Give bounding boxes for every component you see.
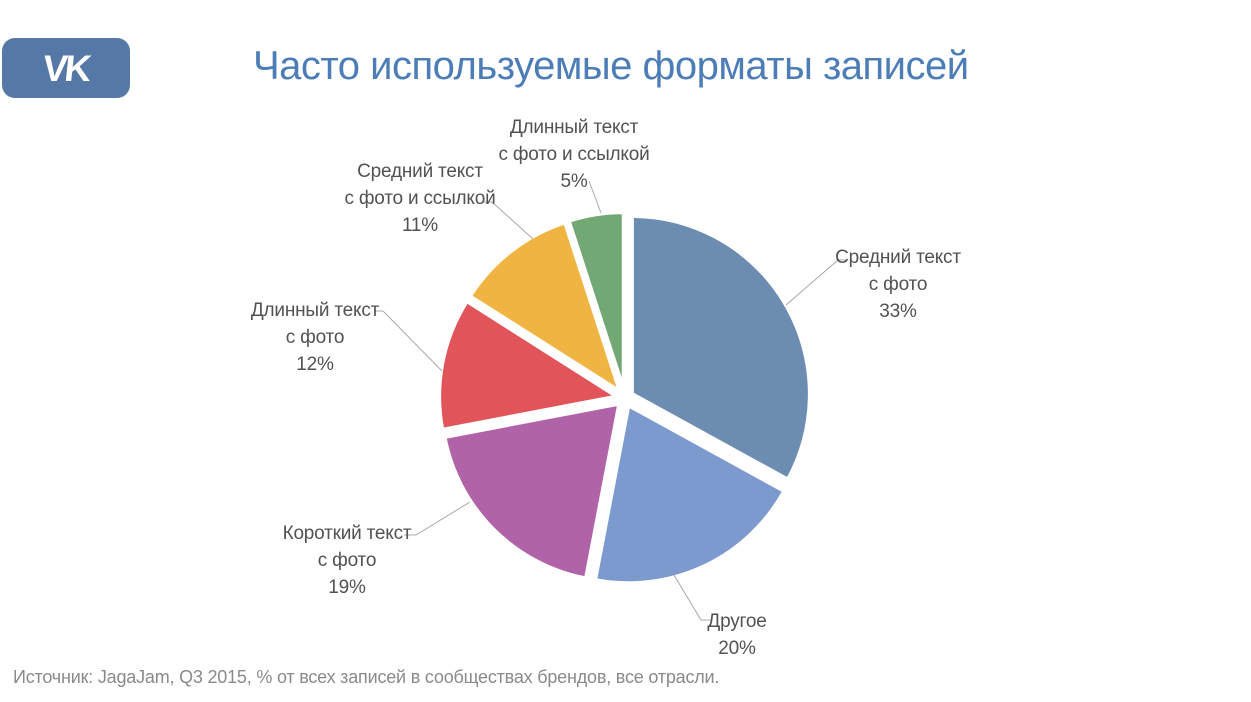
slice-label-0: Средний текст с фото 33% [835, 244, 961, 325]
slice-label-text: с фото и ссылкой [498, 144, 650, 165]
leader-line-1 [673, 574, 711, 621]
slice-label-text: с фото [868, 274, 928, 295]
slice-label-3: Длинный текст с фото 12% [251, 297, 379, 378]
chart-title: Часто используемые форматы записей [253, 44, 969, 88]
slice-label-text: с фото [285, 327, 345, 348]
slice-label-text: с фото и ссылкой [344, 188, 496, 209]
pie-slice-3 [437, 299, 620, 432]
slice-pct: 19% [328, 577, 366, 598]
pie-slice-0 [629, 213, 812, 482]
slice-pct: 11% [401, 215, 439, 236]
pie-slice-5 [566, 210, 626, 393]
slice-label-text: Средний текст [357, 161, 483, 182]
slice-label-1: Другое 20% [707, 608, 766, 662]
slice-label-text: Короткий текст [282, 523, 412, 544]
slice-label-text: Средний текст [835, 247, 961, 268]
pie-slice-2 [442, 401, 622, 581]
leader-line-3 [374, 310, 443, 372]
leader-line-2 [404, 501, 471, 536]
slice-label-4: Средний текст с фото и ссылкой 11% [344, 158, 495, 239]
leader-line-0 [785, 259, 847, 306]
slice-pct: 33% [879, 301, 917, 322]
pie-slice-4 [467, 220, 623, 394]
slice-pct: 12% [296, 354, 334, 375]
pie-slice-1 [593, 403, 787, 586]
leader-line-5 [588, 180, 602, 214]
slice-label-5: Длинный текст с фото и ссылкой 5% [498, 114, 649, 195]
slice-label-2: Короткий текст с фото 19% [283, 520, 412, 601]
vk-logo: VK [2, 38, 130, 98]
slice-label-text: Длинный текст [250, 300, 380, 321]
slice-label-text: Длинный текст [509, 117, 639, 138]
source-note: Источник: JagaJam, Q3 2015, % от всех за… [13, 667, 720, 687]
slice-label-text: с фото [317, 550, 377, 571]
slice-pct: 20% [718, 638, 756, 659]
leader-line-4 [484, 201, 534, 240]
slice-label-text: Другое [707, 611, 767, 632]
slice-pct: 5% [560, 171, 588, 192]
